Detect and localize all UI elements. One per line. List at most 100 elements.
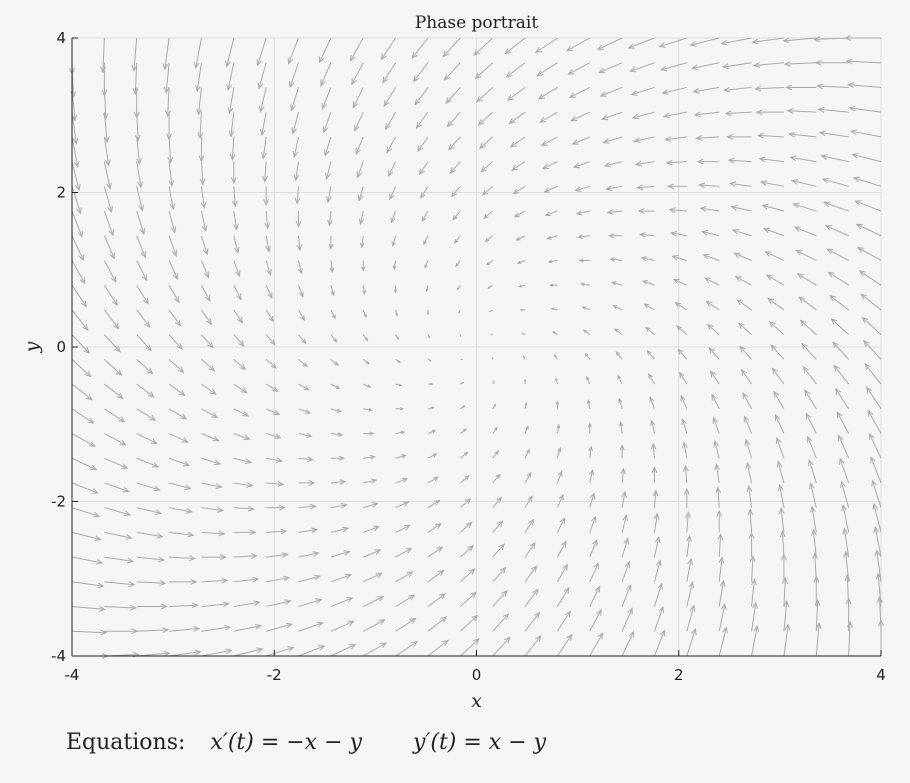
vector-arrow-6-17 — [265, 235, 271, 253]
vector-arrow-19-15 — [672, 278, 688, 286]
vector-arrow-6-12 — [265, 358, 278, 369]
vector-arrow-3-22 — [166, 112, 172, 141]
vector-arrow-23-10 — [804, 389, 817, 410]
vector-arrow-10-10 — [395, 407, 404, 411]
vector-arrow-19-3 — [686, 557, 693, 582]
y-tick-label-3: 2 — [56, 184, 66, 202]
vector-arrow-25-17 — [855, 223, 882, 237]
vector-arrow-23-15 — [796, 273, 817, 286]
vector-arrow-5-17 — [233, 235, 240, 255]
vector-arrow-25-9 — [867, 409, 882, 434]
vector-arrow-4-17 — [200, 235, 209, 256]
vector-arrow-17-21 — [602, 136, 623, 144]
vector-arrow-20-13 — [706, 323, 720, 336]
vector-arrow-7-8 — [298, 456, 314, 462]
vector-arrow-18-19 — [636, 184, 655, 191]
vector-arrow-15-22 — [539, 111, 558, 123]
vector-arrow-14-2 — [524, 588, 539, 607]
vector-arrow-1-14 — [103, 309, 120, 330]
vector-arrow-0-16 — [71, 260, 86, 285]
vector-arrow-20-12 — [708, 347, 720, 360]
vector-arrow-24-8 — [838, 434, 850, 459]
vector-arrow-15-11 — [555, 377, 558, 385]
vector-arrow-1-5 — [104, 531, 133, 540]
vector-arrow-20-19 — [698, 182, 720, 189]
vector-arrow-3-5 — [169, 531, 195, 538]
vector-arrow-15-10 — [555, 400, 560, 409]
vector-arrow-12-11 — [460, 382, 465, 385]
vector-arrow-19-8 — [682, 441, 688, 459]
vector-arrow-13-11 — [492, 380, 495, 385]
vector-arrow-7-18 — [295, 211, 302, 228]
vector-arrow-16-19 — [574, 185, 590, 192]
vector-arrow-23-8 — [807, 435, 817, 459]
vector-arrow-2-21 — [136, 136, 142, 166]
x-tick-label-3: 2 — [674, 666, 684, 684]
vector-arrow-13-2 — [492, 589, 508, 607]
vector-arrow-5-8 — [233, 457, 253, 465]
vector-arrow-23-23 — [785, 84, 817, 91]
vector-arrow-10-9 — [395, 430, 406, 435]
vector-arrow-20-8 — [713, 439, 720, 459]
vector-arrow-10-11 — [395, 383, 403, 387]
vector-arrow-17-5 — [621, 514, 628, 533]
vector-arrow-6-14 — [265, 309, 274, 323]
vector-arrow-6-0 — [266, 646, 295, 657]
vector-arrow-15-13 — [552, 331, 558, 336]
vector-arrow-1-19 — [103, 186, 113, 214]
vector-arrow-1-15 — [103, 284, 118, 307]
vector-arrow-19-4 — [686, 534, 692, 558]
vector-arrow-1-25 — [100, 37, 107, 74]
vector-arrow-18-9 — [650, 419, 656, 434]
vector-arrow-9-15 — [362, 285, 367, 295]
vector-arrow-23-18 — [792, 202, 817, 212]
vector-arrow-18-1 — [654, 605, 665, 632]
vector-arrow-18-24 — [629, 62, 655, 73]
vector-arrow-15-9 — [556, 423, 561, 434]
vector-arrow-4-20 — [199, 161, 206, 186]
vector-arrow-22-23 — [754, 85, 784, 92]
vector-arrow-5-4 — [233, 553, 258, 559]
vector-arrow-9-12 — [362, 358, 370, 365]
vector-arrow-14-23 — [506, 87, 526, 101]
vector-arrow-13-20 — [480, 161, 494, 173]
vector-arrow-10-12 — [395, 358, 401, 363]
vector-arrow-8-3 — [330, 573, 352, 583]
vector-arrow-17-4 — [621, 537, 630, 558]
vector-arrow-21-4 — [748, 531, 755, 558]
vector-arrow-17-23 — [599, 86, 623, 97]
vector-arrow-10-20 — [387, 161, 397, 177]
vector-arrow-20-14 — [705, 300, 720, 311]
vector-arrow-6-13 — [265, 334, 276, 346]
x-tick-label-2: 0 — [472, 666, 482, 684]
vector-arrow-20-17 — [700, 229, 720, 237]
vector-arrow-11-9 — [427, 430, 437, 434]
vector-arrow-5-19 — [231, 186, 238, 208]
vector-arrow-22-5 — [778, 506, 785, 533]
vector-arrow-10-0 — [395, 641, 418, 657]
vector-arrow-16-13 — [583, 329, 591, 336]
vector-arrow-18-7 — [651, 466, 658, 483]
vector-arrow-9-19 — [357, 186, 364, 202]
vector-arrow-24-25 — [813, 36, 849, 43]
vector-arrow-18-4 — [653, 535, 661, 558]
vector-arrow-12-10 — [460, 405, 466, 410]
vector-arrow-3-24 — [163, 62, 170, 94]
vector-arrow-16-7 — [589, 468, 595, 484]
vector-arrow-25-21 — [849, 129, 882, 138]
vector-arrow-24-23 — [816, 83, 849, 90]
vector-arrow-11-15 — [425, 285, 429, 293]
vector-arrow-5-13 — [233, 334, 245, 347]
vector-arrow-12-17 — [453, 235, 461, 244]
vector-arrow-9-18 — [358, 210, 364, 226]
vector-arrow-14-13 — [521, 332, 526, 336]
vector-arrow-8-0 — [330, 644, 357, 657]
vector-arrow-21-17 — [731, 228, 752, 237]
vector-arrow-9-9 — [363, 431, 375, 436]
vector-arrow-9-4 — [363, 549, 382, 558]
vector-arrow-12-4 — [459, 544, 475, 558]
vector-arrow-25-12 — [863, 339, 882, 360]
x-tick-label-0: -4 — [65, 666, 80, 684]
vector-arrow-17-1 — [621, 607, 633, 632]
vector-arrow-24-15 — [827, 271, 849, 286]
